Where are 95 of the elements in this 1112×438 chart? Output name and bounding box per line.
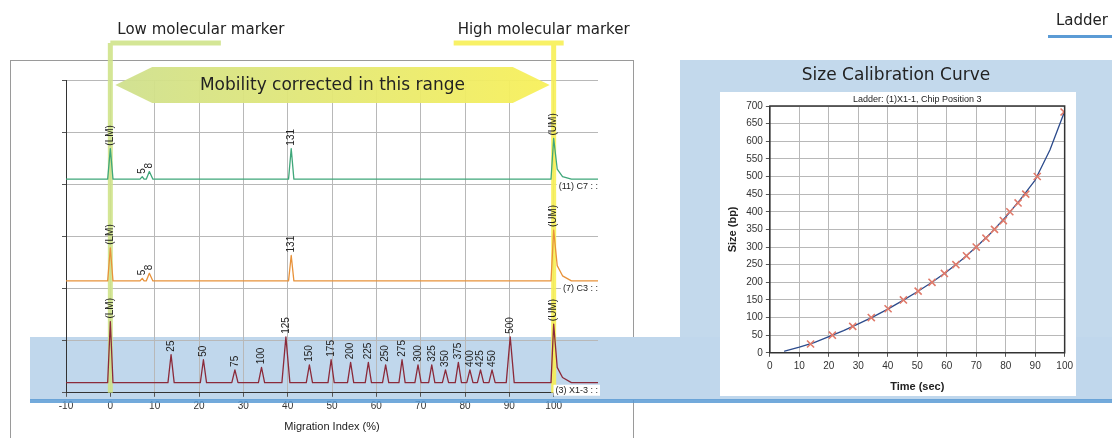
x-tick-label: 90 [1029, 359, 1042, 371]
x-tick-label: 30 [852, 359, 865, 371]
y-tick-label: 550 [746, 152, 764, 164]
y-tick-label: 350 [746, 223, 764, 235]
annotation: 8 [143, 264, 155, 271]
annotation: 350 [439, 349, 451, 367]
x-tick-label: 20 [193, 399, 205, 411]
series-label: (3) X1-3 : : [555, 384, 598, 395]
y-tick-label: 300 [746, 240, 764, 252]
point [806, 339, 815, 349]
chart-title: Size Calibration Curve [800, 64, 992, 84]
annotation: 450 [485, 349, 497, 367]
y-tick-label: 250 [746, 258, 764, 270]
annotation: 150 [303, 344, 315, 362]
x-tick-label: 80 [1000, 359, 1012, 371]
x-axis-title: Migration Index (%) [284, 420, 380, 433]
annotation: (LM) [104, 125, 116, 146]
x-tick-label: 10 [149, 399, 161, 411]
annotation: (LM) [104, 298, 116, 319]
point [828, 330, 837, 340]
x-tick-label: 50 [911, 359, 924, 371]
point [951, 260, 961, 269]
text: Ladder [1056, 11, 1108, 29]
annotation: (LM) [104, 224, 116, 245]
annotation: 25 [164, 340, 176, 352]
annotation: 5 [136, 269, 147, 276]
y-tick-label: 50 [751, 328, 764, 340]
x-tick-label: 70 [415, 399, 427, 411]
x-tick-label: 70 [970, 359, 983, 371]
x-tick-label: 100 [545, 399, 563, 411]
annotation: 300 [411, 344, 423, 362]
x-tick-label: 100 [1056, 359, 1074, 371]
x-tick-label: 60 [941, 359, 953, 371]
x-tick-label: 20 [823, 359, 835, 371]
annotation: 131 [284, 235, 296, 253]
annotation: 125 [279, 316, 291, 334]
point [927, 277, 937, 287]
annotation: 225 [362, 342, 374, 360]
y-tick-label: 150 [746, 293, 764, 305]
series-label: (11) C7 : : [558, 181, 598, 192]
annotation: 8 [143, 162, 155, 169]
x-tick-label: 40 [882, 359, 894, 371]
x-axis-title: Time (sec) [890, 380, 945, 393]
ref-line-label: High molecular marker [457, 20, 631, 38]
annotation: 325 [425, 344, 437, 362]
point [962, 251, 971, 261]
point [1005, 207, 1015, 217]
y-tick-label: 500 [746, 170, 764, 182]
x-tick-label: 60 [370, 399, 383, 411]
y-tick-label: 0 [757, 346, 764, 358]
point [999, 216, 1008, 225]
annotation: 500 [503, 316, 515, 334]
x-tick-label: 50 [326, 399, 338, 411]
y-tick-label: 600 [746, 135, 764, 147]
x-tick-label: 30 [237, 399, 250, 411]
annotation: 425 [474, 349, 486, 367]
chart-subtitle: Ladder: (1)X1-1, Chip Position 3 [852, 93, 982, 104]
annotation: 131 [284, 128, 296, 146]
point [1021, 189, 1031, 199]
annotation: 200 [344, 342, 356, 360]
x-tick-label: 40 [282, 399, 294, 411]
series-label: (7) C3 : : [562, 282, 598, 293]
y-tick-label: 650 [746, 117, 764, 129]
point [981, 233, 991, 243]
point [940, 269, 949, 278]
annotation: 375 [452, 342, 464, 360]
point [866, 313, 876, 322]
point [899, 295, 908, 305]
x-tick-label: 90 [503, 399, 516, 411]
point [990, 225, 999, 234]
y-tick-label: 400 [746, 205, 764, 217]
x-tick-label: 10 [793, 359, 806, 371]
x-tick-label: 80 [459, 399, 471, 411]
annotation: 250 [379, 344, 391, 362]
point [971, 242, 981, 252]
annotation: 50 [197, 345, 209, 357]
ref-line-label: Low molecular marker [117, 20, 286, 38]
y-tick-label: 700 [746, 99, 764, 111]
point [848, 322, 858, 331]
y-axis-title: Size (bp) [725, 206, 738, 253]
annotation: 175 [324, 339, 336, 357]
y-tick-label: 200 [746, 276, 764, 288]
x-tick-label: 0 [107, 399, 114, 411]
text: Mobility corrected in this range [198, 74, 467, 94]
y-tick-label: 100 [746, 311, 764, 323]
y-tick-label: 450 [746, 187, 764, 199]
annotation: 400 [463, 349, 475, 367]
x-tick-label: 0 [767, 359, 774, 371]
point [913, 286, 923, 296]
point [1013, 198, 1023, 208]
annotation: 275 [395, 339, 407, 357]
annotation: 75 [228, 355, 240, 367]
x-tick-label: -10 [58, 399, 74, 411]
point [1032, 172, 1042, 181]
point [883, 304, 893, 314]
